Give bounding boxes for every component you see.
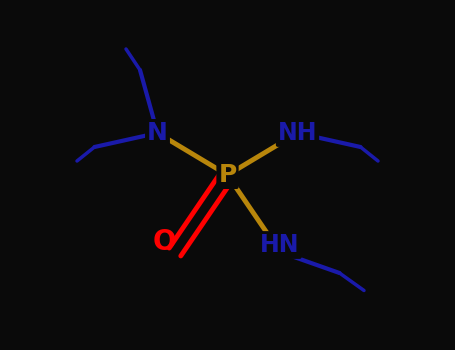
Text: NH: NH bbox=[278, 121, 317, 145]
Text: HN: HN bbox=[260, 233, 300, 257]
Text: O: O bbox=[153, 228, 176, 256]
Text: P: P bbox=[218, 163, 237, 187]
Text: N: N bbox=[147, 121, 168, 145]
